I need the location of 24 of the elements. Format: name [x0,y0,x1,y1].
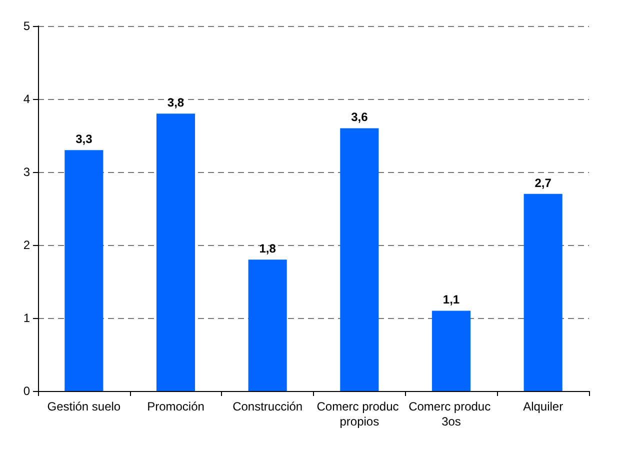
data-label: 3,8 [167,96,184,110]
y-tick-label: 4 [23,92,30,106]
x-tick-label: Comerc produc 3os [408,400,494,428]
bar [248,260,287,391]
bar [432,310,471,391]
bar [64,150,104,391]
y-tick-label: 3 [23,165,30,179]
bar [340,128,379,391]
data-label: 1,8 [259,242,276,256]
x-tick-label: Gestión suelo [47,400,121,414]
x-tick-label: Comerc produc propios [316,400,402,428]
data-label: 2,7 [534,176,552,190]
y-tick-label: 1 [23,311,30,325]
x-tick-label: Construcción [232,400,303,414]
data-label: 3,6 [351,110,368,124]
data-label: 3,3 [76,132,93,146]
y-tick-label: 0 [23,384,30,398]
bar [524,194,562,391]
x-tick-label: Alquiler [523,400,564,414]
data-label: 1,1 [442,292,460,307]
y-tick-label: 2 [23,238,30,252]
bar [156,114,196,391]
y-tick-label: 5 [23,19,30,33]
x-tick-label: Promoción [147,400,204,414]
